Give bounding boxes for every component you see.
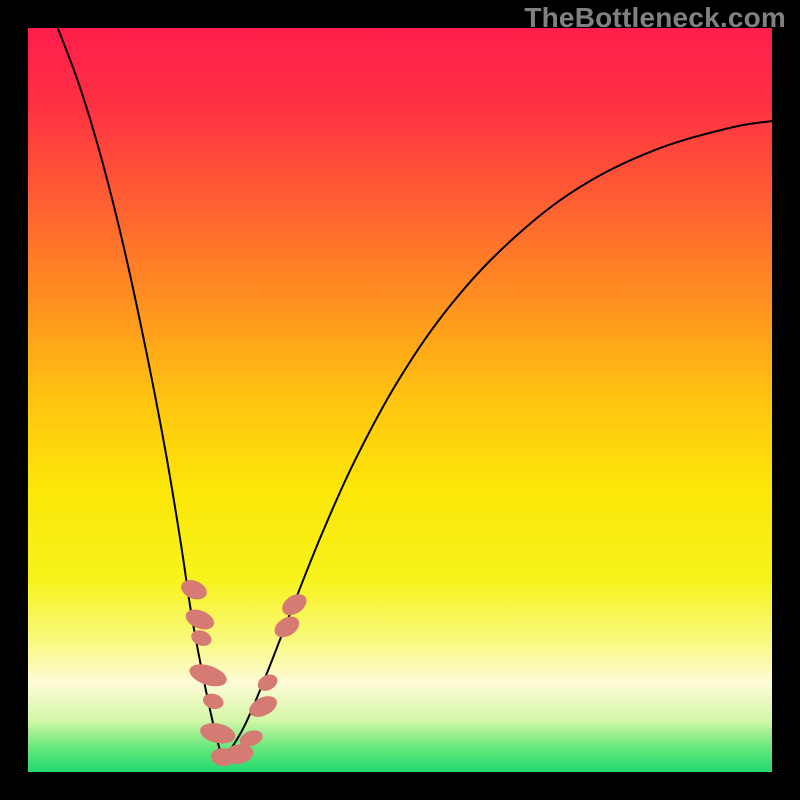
watermark-text: TheBottleneck.com [524, 2, 786, 34]
plot-svg [28, 28, 772, 772]
gradient-background [28, 28, 772, 772]
figure-frame: TheBottleneck.com [0, 0, 800, 800]
plot-area [28, 28, 772, 772]
